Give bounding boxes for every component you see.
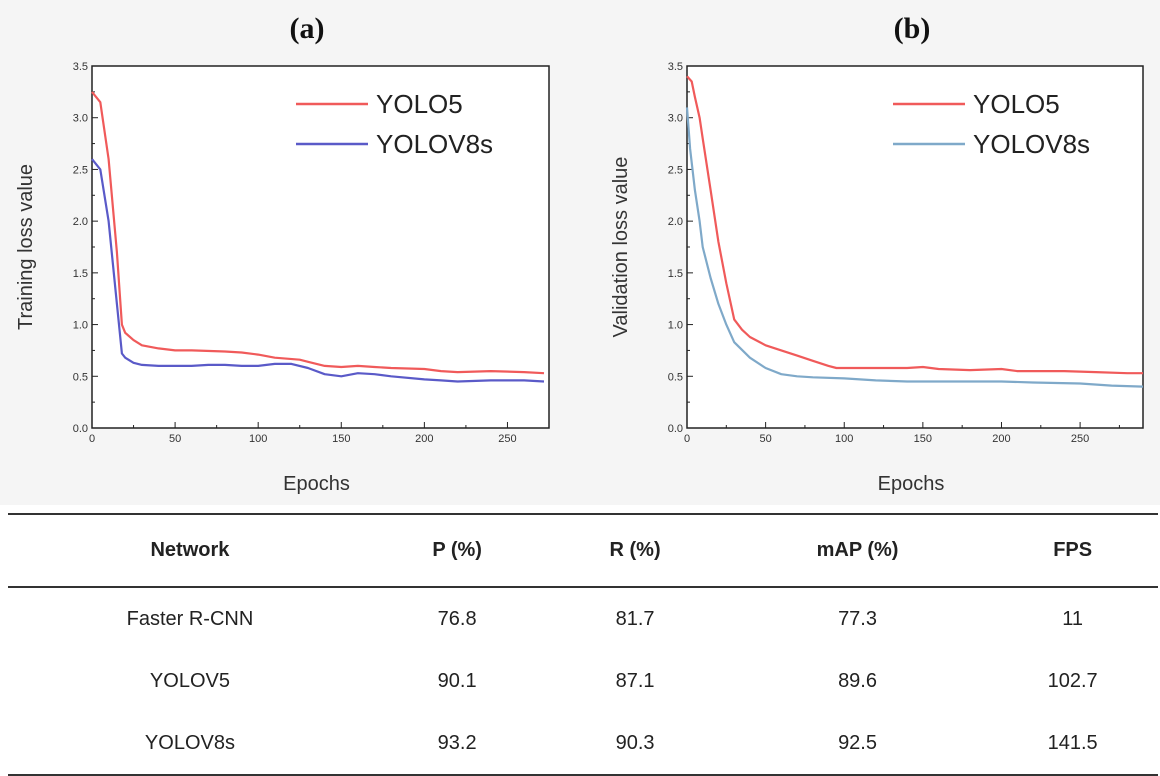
x-axis-label-a: Epochs (283, 473, 350, 495)
y-tick-label-a: 3.5 (73, 61, 88, 73)
y-tick-label-b: 1.5 (668, 268, 683, 280)
cell-map: 92.5 (838, 731, 877, 754)
legend-label-a-0: YOLO5 (376, 89, 463, 119)
x-tick-label-a: 50 (169, 433, 181, 445)
x-axis-label-b: Epochs (878, 473, 945, 495)
y-tick-label-b: 3.0 (668, 113, 683, 125)
y-tick-label-b: 2.0 (668, 216, 683, 228)
series-line-b-1 (685, 107, 1144, 388)
panel-title-a: (a) (290, 12, 325, 45)
legend-label-b-1: YOLOV8s (973, 129, 1090, 159)
y-axis-label-b: Validation loss value (610, 157, 632, 338)
cell-precision: 93.2 (437, 731, 477, 754)
y-tick-label-a: 1.5 (73, 268, 88, 280)
y-tick-label-a: 2.5 (73, 164, 88, 176)
x-tick-label-a: 250 (498, 433, 516, 445)
loss-charts-svg: (a) 0.0 0.5 1.0 1.5 2.0 2.5 3.0 3.5 0 50 100 150 200 2… (15, 12, 1144, 495)
cell-fps: 102.7 (1047, 669, 1098, 692)
x-tick-label-b: 100 (835, 433, 853, 445)
cell-precision: 76.8 (437, 607, 477, 630)
y-tick-label-a: 3.0 (73, 113, 88, 125)
header-network: Network (150, 539, 230, 561)
x-tick-label-a: 100 (249, 433, 267, 445)
legend-label-a-1: YOLOV8s (376, 129, 493, 159)
table-row: Faster R-CNN 76.8 81.7 77.3 11 (8, 587, 1158, 650)
y-tick-label-b: 3.5 (668, 61, 683, 73)
y-tick-label-b: 0.0 (668, 423, 683, 435)
cell-map: 89.6 (838, 669, 877, 692)
cell-recall: 90.3 (615, 731, 655, 754)
x-tick-label-a: 200 (415, 433, 433, 445)
x-tick-label-b: 200 (992, 433, 1010, 445)
series-line-b-0 (686, 75, 1143, 375)
x-tick-label-b: 150 (914, 433, 932, 445)
x-tick-label-a: 150 (332, 433, 350, 445)
header-precision: P (%) (432, 539, 482, 561)
cell-precision: 90.1 (437, 669, 477, 692)
results-table: Network P (%) R (%) mAP (%) FPS Faster R… (8, 513, 1158, 776)
series-line-a-1 (91, 158, 545, 383)
table-header-row: Network P (%) R (%) mAP (%) FPS (8, 514, 1158, 587)
table-row: YOLOV8s 93.2 90.3 92.5 141.5 (8, 712, 1158, 775)
y-tick-label-a: 0.0 (73, 423, 88, 435)
series-line-a-0 (91, 91, 545, 375)
y-tick-label-b: 1.0 (668, 320, 683, 332)
cell-recall: 81.7 (615, 607, 655, 630)
y-axis-label-a: Training loss value (15, 164, 37, 330)
cell-network: YOLOV8s (144, 731, 235, 754)
x-tick-label-b: 50 (759, 433, 771, 445)
y-tick-label-a: 2.0 (73, 216, 88, 228)
x-tick-label-a: 0 (89, 433, 95, 445)
y-tick-label-a: 1.0 (73, 320, 88, 332)
legend-label-b-0: YOLO5 (973, 89, 1060, 119)
panel-title-b: (b) (894, 12, 931, 45)
plot-frame-a (91, 65, 550, 429)
cell-map: 77.3 (838, 607, 877, 630)
y-tick-label-a: 0.5 (73, 371, 88, 383)
header-recall: R (%) (609, 539, 661, 561)
cell-recall: 87.1 (615, 669, 655, 692)
loss-curves-figure: (a) 0.0 0.5 1.0 1.5 2.0 2.5 3.0 3.5 0 50 100 150 200 2… (15, 12, 1144, 495)
y-tick-label-b: 2.5 (668, 164, 683, 176)
header-map: mAP (%) (816, 539, 899, 561)
cell-fps: 11 (1062, 607, 1084, 630)
table-row: YOLOV5 90.1 87.1 89.6 102.7 (8, 650, 1158, 712)
cell-network: YOLOV5 (149, 669, 230, 692)
x-tick-label-b: 0 (684, 433, 690, 445)
plot-frame-b (686, 65, 1144, 429)
cell-network: Faster R-CNN (126, 607, 254, 630)
y-tick-label-b: 0.5 (668, 371, 683, 383)
x-tick-label-b: 250 (1071, 433, 1089, 445)
cell-fps: 141.5 (1047, 731, 1098, 754)
header-fps: FPS (1053, 539, 1093, 561)
